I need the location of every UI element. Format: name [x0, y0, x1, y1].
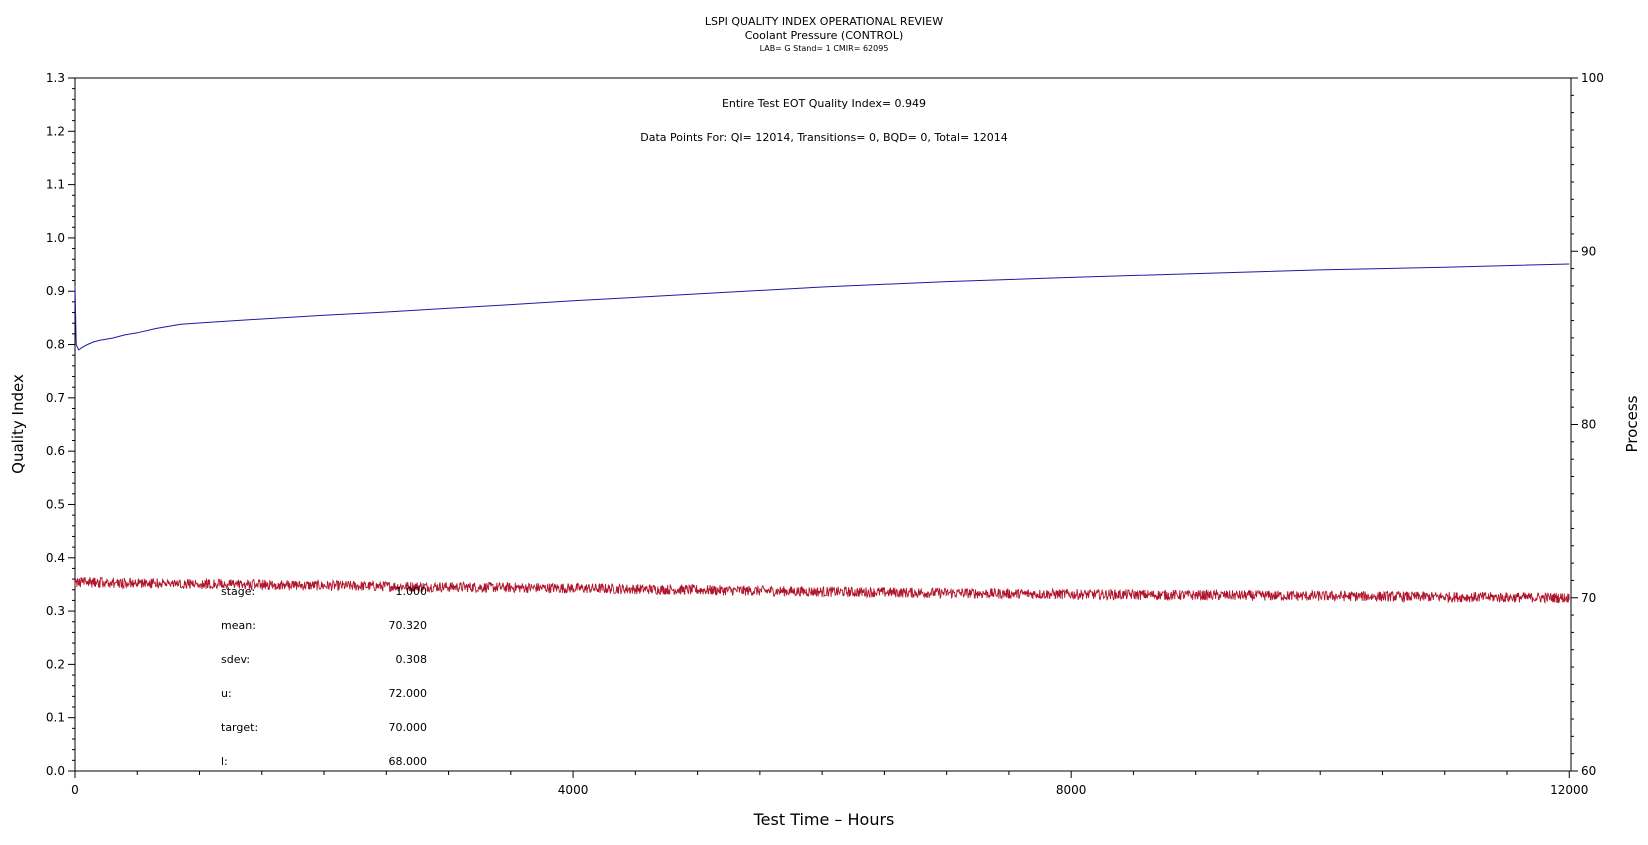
- y2-tick-label: 70: [1581, 591, 1596, 605]
- y2-tick-label: 60: [1581, 764, 1596, 778]
- y2-tick-label: 100: [1581, 71, 1604, 85]
- stats-label: stage:: [221, 585, 255, 598]
- chart-subtitle: Coolant Pressure (CONTROL): [745, 29, 904, 42]
- stats-value: 70.320: [389, 619, 428, 632]
- stats-label: mean:: [221, 619, 256, 632]
- y-tick-label: 0.9: [46, 284, 65, 298]
- y-tick-label: 1.3: [46, 71, 65, 85]
- y-tick-label: 0.1: [46, 711, 65, 725]
- series-process-line: [74, 576, 1570, 605]
- annotation-eot-quality-index: Entire Test EOT Quality Index= 0.949: [722, 97, 926, 110]
- annotation-data-points: Data Points For: QI= 12014, Transitions=…: [640, 131, 1008, 144]
- y2-tick-label: 80: [1581, 418, 1596, 432]
- y-tick-label: 1.2: [46, 124, 65, 138]
- y-tick-label: 0.3: [46, 604, 65, 618]
- chart-subtitle-2: LAB= G Stand= 1 CMIR= 62095: [760, 44, 889, 53]
- x-tick-label: 4000: [558, 783, 589, 797]
- y-tick-label: 0.6: [46, 444, 65, 458]
- stats-label: l:: [221, 755, 228, 768]
- stats-label: target:: [221, 721, 258, 734]
- y-axis-label: Quality Index: [9, 374, 27, 474]
- stats-value: 72.000: [389, 687, 428, 700]
- chart-title: LSPI QUALITY INDEX OPERATIONAL REVIEW: [705, 15, 943, 28]
- y-tick-label: 0.7: [46, 391, 65, 405]
- y2-axis-label: Process: [1623, 395, 1641, 452]
- plot-frame: [74, 77, 1572, 772]
- y-tick-label: 1.0: [46, 231, 65, 245]
- y-tick-label: 0.4: [46, 551, 65, 565]
- y-tick-label: 0.8: [46, 338, 65, 352]
- stats-label: u:: [221, 687, 232, 700]
- axis-ticks: 0.0 0.1 0.2 0.3 0.4 0.5 0.6 0.7 0.8 0.9 1.0 1.1 1.2 1…: [46, 71, 1604, 797]
- stats-value: 1.000: [396, 585, 428, 598]
- stats-label: sdev:: [221, 653, 250, 666]
- y-tick-label: 0.0: [46, 764, 65, 778]
- x-axis-label: Test Time – Hours: [753, 810, 895, 829]
- stats-table: stage: 1.000 mean: 70.320 sdev: 0.308 u: 72.000…: [221, 585, 427, 768]
- y-tick-label: 1.1: [46, 178, 65, 192]
- y2-tick-label: 90: [1581, 244, 1596, 258]
- series-quality-index-line: [74, 263, 1570, 351]
- x-tick-label: 8000: [1056, 783, 1087, 797]
- stats-value: 70.000: [389, 721, 428, 734]
- stats-value: 0.308: [396, 653, 428, 666]
- y-tick-label: 0.2: [46, 657, 65, 671]
- series-layer: [74, 263, 1570, 605]
- y-tick-label: 0.5: [46, 497, 65, 511]
- x-tick-label: 0: [71, 783, 79, 797]
- stats-value: 68.000: [389, 755, 428, 768]
- x-tick-label: 12000: [1550, 783, 1588, 797]
